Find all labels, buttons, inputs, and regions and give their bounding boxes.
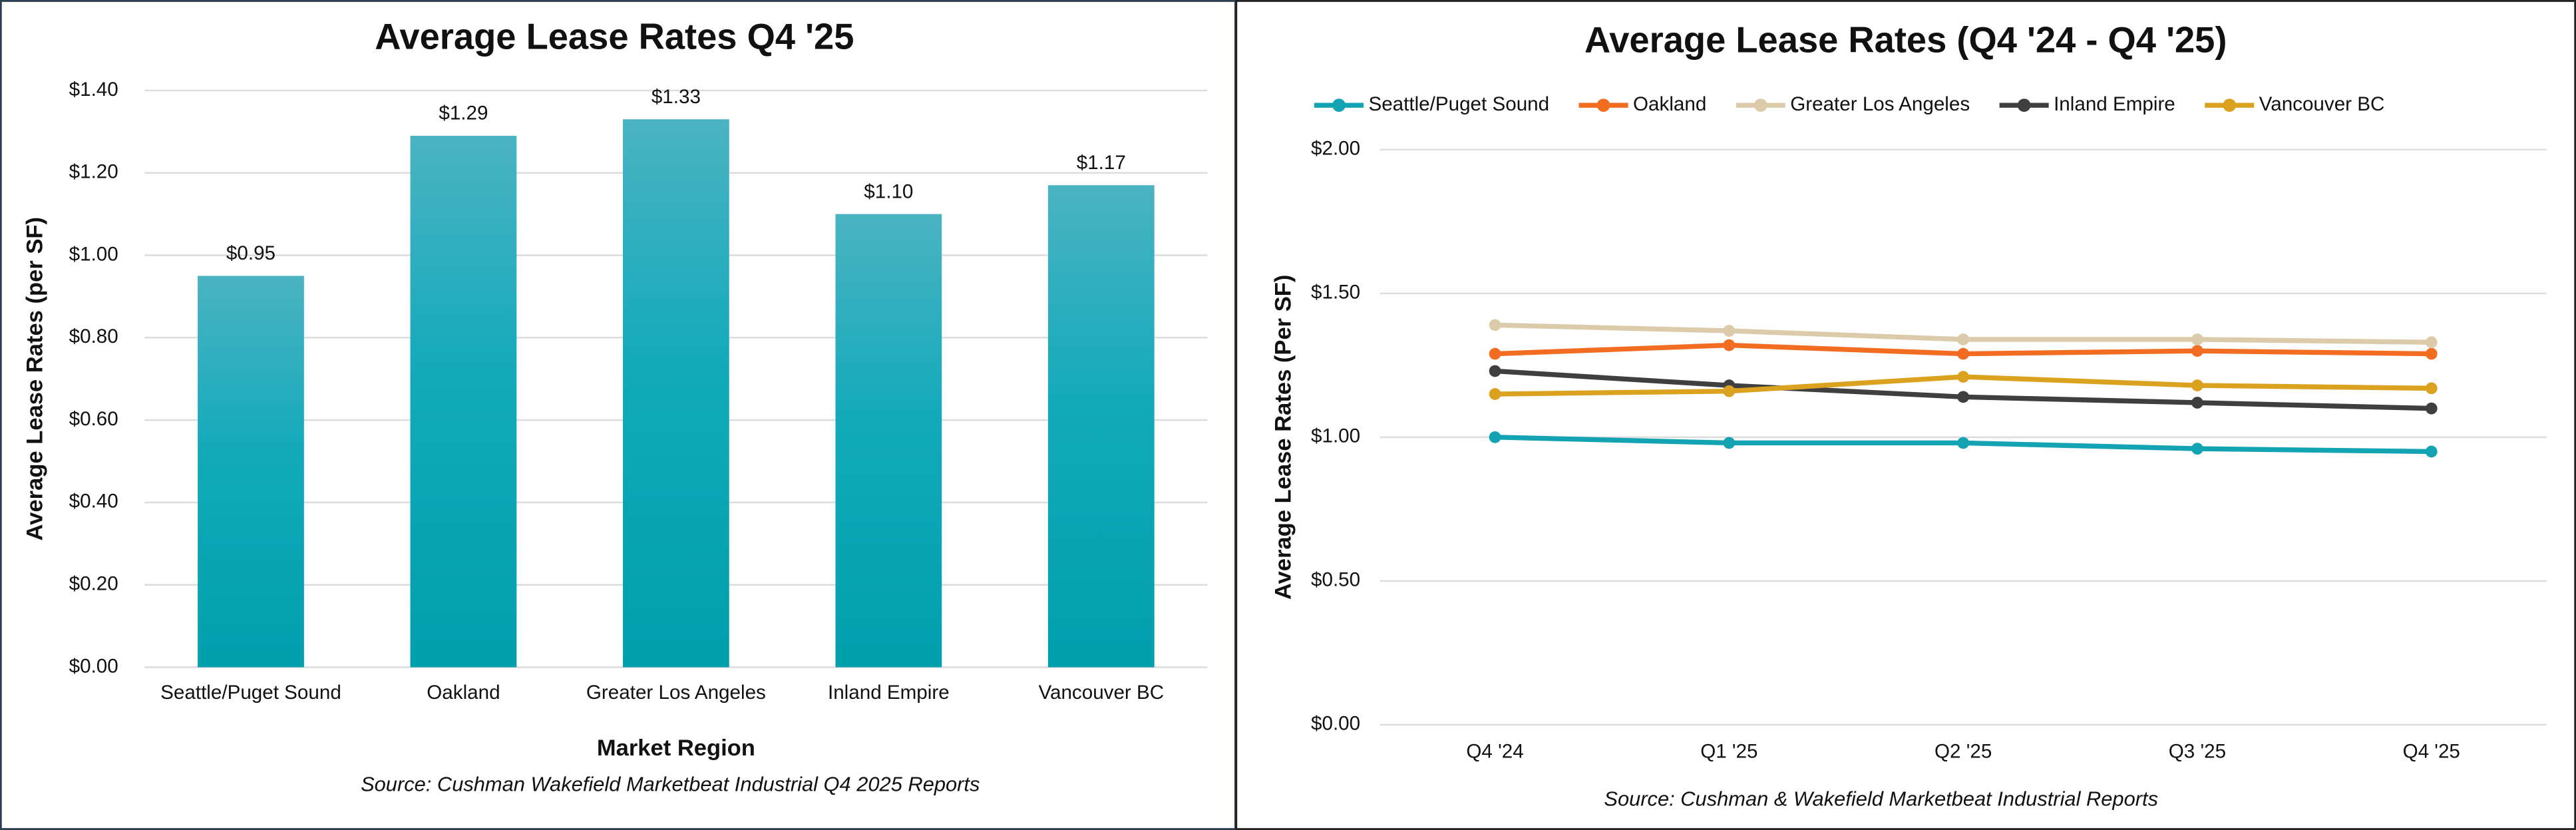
y-tick-label: $0.20 [69, 572, 118, 594]
point [1723, 437, 1736, 449]
legend-label: Seattle/Puget Sound [1368, 93, 1549, 115]
point [2425, 382, 2438, 395]
y-tick-label: $0.60 [69, 408, 118, 430]
legend-label: Inland Empire [2054, 93, 2175, 115]
x-tick-label: Q2 '25 [1934, 741, 1992, 763]
legend-marker [2017, 99, 2031, 112]
point [1489, 388, 1501, 400]
point [1723, 325, 1736, 337]
x-tick-label: Inland Empire [828, 682, 950, 704]
bar [410, 136, 517, 668]
bar [198, 276, 304, 668]
point [1957, 391, 1970, 403]
bar [835, 214, 942, 668]
point [1957, 437, 1970, 449]
y-tick-label: $0.80 [69, 325, 118, 347]
y-tick-label: $2.00 [1311, 138, 1360, 160]
y-tick-label: $1.20 [69, 161, 118, 183]
point [1723, 339, 1736, 351]
y-tick-label: $1.40 [69, 79, 118, 101]
chart-title: Average Lease Rates Q4 '25 [375, 17, 854, 57]
x-tick-label: Q3 '25 [2169, 741, 2226, 763]
point [2191, 443, 2203, 455]
x-tick-label: Oakland [427, 682, 500, 704]
legend-label: Vancouver BC [2259, 93, 2385, 115]
bar [623, 119, 729, 668]
point [1723, 385, 1736, 397]
legend-label: Greater Los Angeles [1790, 93, 1970, 115]
point [1489, 431, 1501, 443]
x-tick-label: Greater Los Angeles [586, 682, 766, 704]
x-tick-label: Vancouver BC [1038, 682, 1164, 704]
value-label: $0.95 [226, 242, 276, 264]
value-label: $1.10 [864, 180, 913, 202]
y-axis-title: Average Lease Rates (per SF) [22, 217, 47, 540]
y-axis-title: Average Lease Rates (Per SF) [1271, 275, 1296, 600]
value-label: $1.17 [1077, 152, 1126, 174]
legend-marker [1753, 99, 1767, 112]
point [1489, 319, 1501, 331]
point [2191, 397, 2203, 409]
point [2191, 379, 2203, 391]
point [1489, 347, 1501, 360]
bar [1047, 185, 1155, 668]
point [2191, 345, 2203, 357]
point [2425, 445, 2438, 458]
legend-marker [1332, 99, 1346, 112]
point [1957, 347, 1970, 360]
y-tick-label: $1.50 [1311, 282, 1360, 304]
y-tick-label: $0.40 [69, 491, 118, 513]
y-tick-label: $1.00 [1311, 425, 1360, 447]
point [2191, 333, 2203, 345]
point [2425, 336, 2438, 349]
legend-label: Oakland [1633, 93, 1706, 115]
point [1489, 365, 1501, 377]
y-tick-label: $1.00 [69, 243, 118, 265]
x-axis-title: Market Region [597, 735, 755, 761]
point [2425, 402, 2438, 415]
value-label: $1.29 [439, 103, 488, 124]
y-tick-label: $0.50 [1311, 569, 1360, 591]
source-note: Source: Cushman Wakefield Marketbeat Ind… [361, 772, 980, 795]
x-tick-label: Seattle/Puget Sound [160, 682, 341, 704]
right-panel [1235, 0, 2576, 830]
legend-marker [2223, 99, 2237, 112]
x-tick-label: Q4 '24 [1466, 741, 1523, 763]
value-label: $1.33 [651, 86, 701, 108]
source-note: Source: Cushman & Wakefield Marketbeat I… [1604, 787, 2158, 811]
chart-title: Average Lease Rates (Q4 '24 - Q4 '25) [1584, 20, 2227, 61]
point [1957, 371, 1970, 383]
legend-marker [1596, 99, 1610, 112]
x-tick-label: Q4 '25 [2403, 741, 2460, 763]
point [1957, 333, 1970, 345]
x-tick-label: Q1 '25 [1700, 741, 1757, 763]
y-tick-label: $0.00 [1311, 713, 1360, 735]
y-tick-label: $0.00 [69, 655, 118, 677]
point [2425, 347, 2438, 360]
